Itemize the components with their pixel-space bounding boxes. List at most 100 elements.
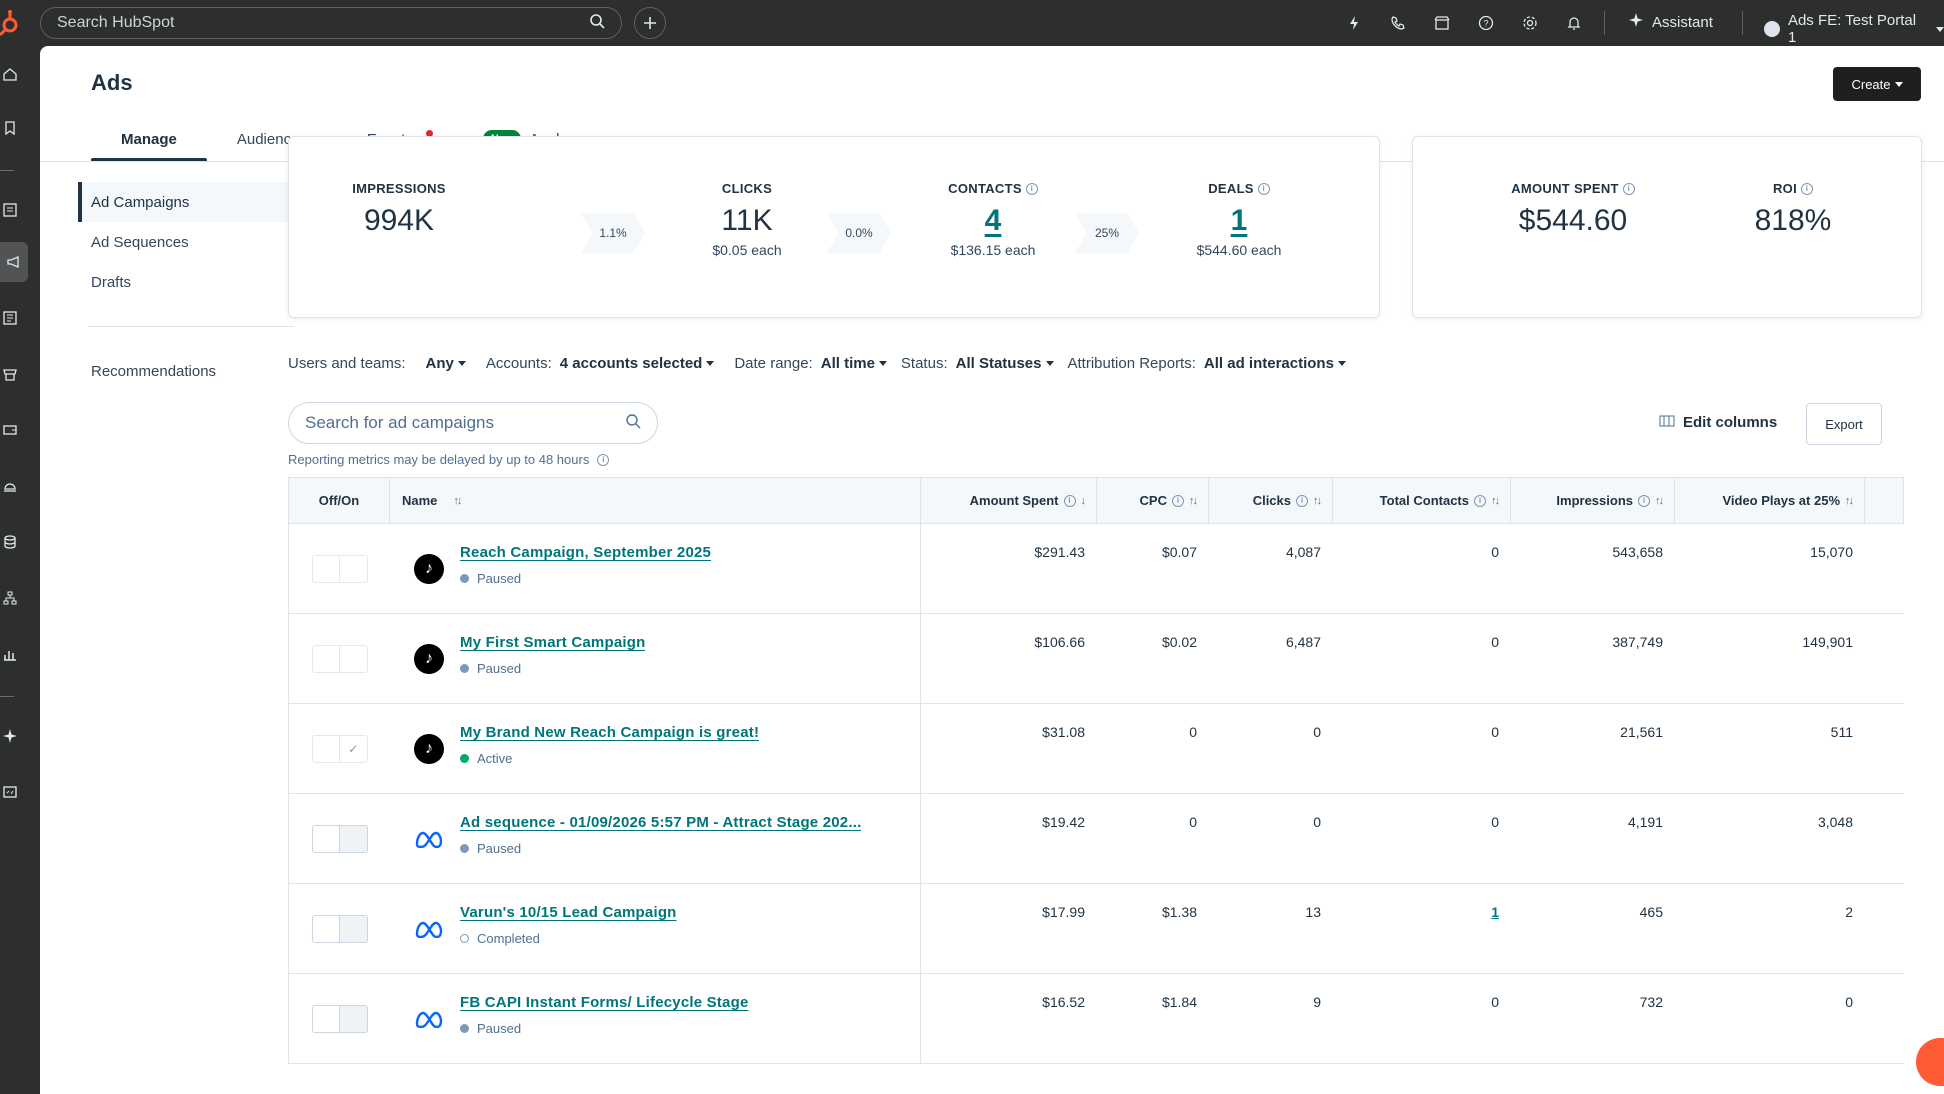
column-header-clicks[interactable]: Clicks i ↑↓ bbox=[1209, 478, 1333, 523]
export-button[interactable]: Export bbox=[1806, 403, 1882, 445]
video-plays-cell: 2 bbox=[1845, 904, 1853, 920]
notifications-bell-icon[interactable] bbox=[1562, 11, 1586, 35]
account-menu[interactable]: Ads FE: Test Portal 1 bbox=[1764, 12, 1944, 46]
assistant-button[interactable]: Assistant bbox=[1628, 12, 1713, 32]
column-header-video-plays[interactable]: Video Plays at 25% ↑↓ bbox=[1675, 478, 1865, 523]
deals-value-link[interactable]: 1 bbox=[1230, 204, 1248, 237]
settings-gear-icon[interactable] bbox=[1518, 11, 1542, 35]
campaign-name-link[interactable]: FB CAPI Instant Forms/ Lifecycle Stage bbox=[460, 994, 749, 1011]
quick-create-plus-button[interactable] bbox=[634, 7, 666, 39]
column-header-name[interactable]: Name ↑↓ bbox=[390, 478, 921, 523]
info-icon[interactable]: i bbox=[1025, 182, 1038, 195]
hubspot-logo-icon[interactable] bbox=[0, 9, 24, 37]
reporting-delay-note: Reporting metrics may be delayed by up t… bbox=[288, 452, 610, 467]
info-icon[interactable]: i bbox=[1257, 182, 1270, 195]
content-icon[interactable] bbox=[0, 308, 20, 328]
campaign-toggle[interactable] bbox=[311, 1004, 368, 1033]
info-icon[interactable]: i bbox=[1474, 494, 1486, 507]
campaign-name-link[interactable]: My First Smart Campaign bbox=[460, 634, 646, 651]
column-header-cpc[interactable]: CPC i ↑↓ bbox=[1097, 478, 1209, 523]
campaign-search-placeholder: Search for ad campaigns bbox=[305, 413, 494, 432]
campaign-toggle[interactable]: ✓ bbox=[311, 734, 368, 763]
marketplace-icon[interactable] bbox=[1430, 11, 1454, 35]
campaign-name-link[interactable]: Varun's 10/15 Lead Campaign bbox=[460, 904, 677, 921]
info-icon[interactable]: i bbox=[597, 453, 610, 466]
attribution-filter-label: Attribution Reports: bbox=[1067, 355, 1196, 372]
side-item-ad-campaigns[interactable]: Ad Campaigns bbox=[78, 182, 294, 222]
campaign-toggle[interactable] bbox=[311, 824, 368, 853]
phone-icon[interactable] bbox=[1386, 11, 1410, 35]
side-item-recommendations[interactable]: Recommendations bbox=[91, 362, 217, 380]
automation-icon[interactable] bbox=[0, 588, 20, 608]
sort-icon[interactable]: ↑↓ bbox=[1845, 494, 1854, 507]
info-icon[interactable]: i bbox=[1063, 494, 1076, 507]
campaign-toggle[interactable] bbox=[311, 914, 368, 943]
reporting-icon[interactable] bbox=[0, 644, 20, 664]
sort-icon[interactable]: ↑↓ bbox=[1189, 494, 1198, 507]
global-search-placeholder: Search HubSpot bbox=[57, 14, 175, 31]
cpc-cell: 0 bbox=[1189, 814, 1197, 830]
service-icon[interactable] bbox=[0, 476, 20, 496]
status-dot bbox=[460, 1024, 469, 1033]
spend-summary-card: AMOUNT SPENT i $544.60 ROI i 818% bbox=[1412, 136, 1922, 318]
side-menu-divider bbox=[88, 326, 294, 327]
campaign-name-link[interactable]: Reach Campaign, September 2025 bbox=[460, 544, 712, 561]
data-management-icon[interactable] bbox=[0, 532, 20, 552]
column-header-impressions[interactable]: Impressions i ↑↓ bbox=[1511, 478, 1675, 523]
columns-icon bbox=[1659, 414, 1675, 431]
toggle-off-half bbox=[313, 826, 340, 852]
marketing-megaphone-icon[interactable] bbox=[0, 242, 28, 282]
campaign-name-link[interactable]: My Brand New Reach Campaign is great! bbox=[460, 724, 760, 741]
toggle-off-half bbox=[313, 1006, 340, 1032]
amount-spent-cell: $17.99 bbox=[1042, 904, 1085, 920]
avatar bbox=[1764, 21, 1780, 37]
amount-spent-cell: $31.08 bbox=[1042, 724, 1085, 740]
help-icon[interactable]: ? bbox=[1474, 11, 1498, 35]
tab-manage[interactable]: Manage bbox=[91, 116, 207, 162]
search-icon bbox=[589, 13, 605, 34]
contacts-label-text: CONTACTS bbox=[948, 181, 1022, 196]
users-teams-filter[interactable]: Any bbox=[426, 355, 466, 372]
sort-icon[interactable]: ↑↓ bbox=[1313, 494, 1322, 507]
side-item-ad-sequences[interactable]: Ad Sequences bbox=[91, 233, 189, 251]
side-item-drafts[interactable]: Drafts bbox=[91, 273, 132, 291]
campaign-toggle[interactable] bbox=[311, 554, 368, 583]
lightning-icon[interactable] bbox=[1342, 11, 1366, 35]
status-dot bbox=[460, 844, 469, 853]
status-filter[interactable]: All Statuses bbox=[956, 355, 1054, 372]
campaign-toggle[interactable] bbox=[311, 644, 368, 673]
roi-metric: ROI i 818% bbox=[1703, 181, 1883, 238]
column-header-amount-spent[interactable]: Amount Spent i ↓ bbox=[921, 478, 1097, 523]
campaign-name-link[interactable]: Ad sequence - 01/09/2026 5:57 PM - Attra… bbox=[460, 814, 862, 831]
contacts-value-link[interactable]: 4 bbox=[984, 204, 1002, 237]
accounts-filter[interactable]: 4 accounts selected bbox=[560, 355, 715, 372]
contacts-icon[interactable] bbox=[0, 200, 20, 220]
sort-icon[interactable]: ↑↓ bbox=[1655, 494, 1664, 507]
global-search-input[interactable]: Search HubSpot bbox=[40, 7, 622, 39]
info-icon[interactable]: i bbox=[1801, 182, 1813, 195]
sort-descending-icon[interactable]: ↓ bbox=[1080, 494, 1086, 507]
breeze-sparkle-icon[interactable] bbox=[0, 726, 20, 746]
edit-columns-button[interactable]: Edit columns bbox=[1659, 414, 1777, 431]
toggle-cell bbox=[289, 524, 390, 613]
create-button[interactable]: Create bbox=[1833, 67, 1921, 101]
info-icon[interactable]: i bbox=[1622, 182, 1635, 195]
sort-icon[interactable]: ↑↓ bbox=[1491, 494, 1500, 507]
sort-icon[interactable]: ↑↓ bbox=[453, 494, 462, 507]
campaign-search-input[interactable]: Search for ad campaigns bbox=[288, 402, 658, 444]
impressions-label: IMPRESSIONS bbox=[352, 181, 446, 196]
bookmark-icon[interactable] bbox=[0, 118, 20, 138]
commerce-icon[interactable] bbox=[0, 364, 20, 384]
column-header-total-contacts[interactable]: Total Contacts i ↑↓ bbox=[1333, 478, 1511, 523]
chevron-down-icon bbox=[878, 361, 887, 366]
date-range-filter[interactable]: All time bbox=[821, 355, 887, 372]
left-navigation-rail bbox=[0, 46, 40, 1094]
info-icon[interactable]: i bbox=[1296, 494, 1308, 507]
info-icon[interactable]: i bbox=[1638, 494, 1650, 507]
development-icon[interactable] bbox=[0, 782, 20, 802]
contacts-count-link[interactable]: 1 bbox=[1491, 904, 1499, 920]
sales-icon[interactable] bbox=[0, 420, 20, 440]
home-icon[interactable] bbox=[0, 64, 20, 84]
info-icon[interactable]: i bbox=[1172, 494, 1184, 507]
attribution-filter[interactable]: All ad interactions bbox=[1204, 355, 1346, 372]
